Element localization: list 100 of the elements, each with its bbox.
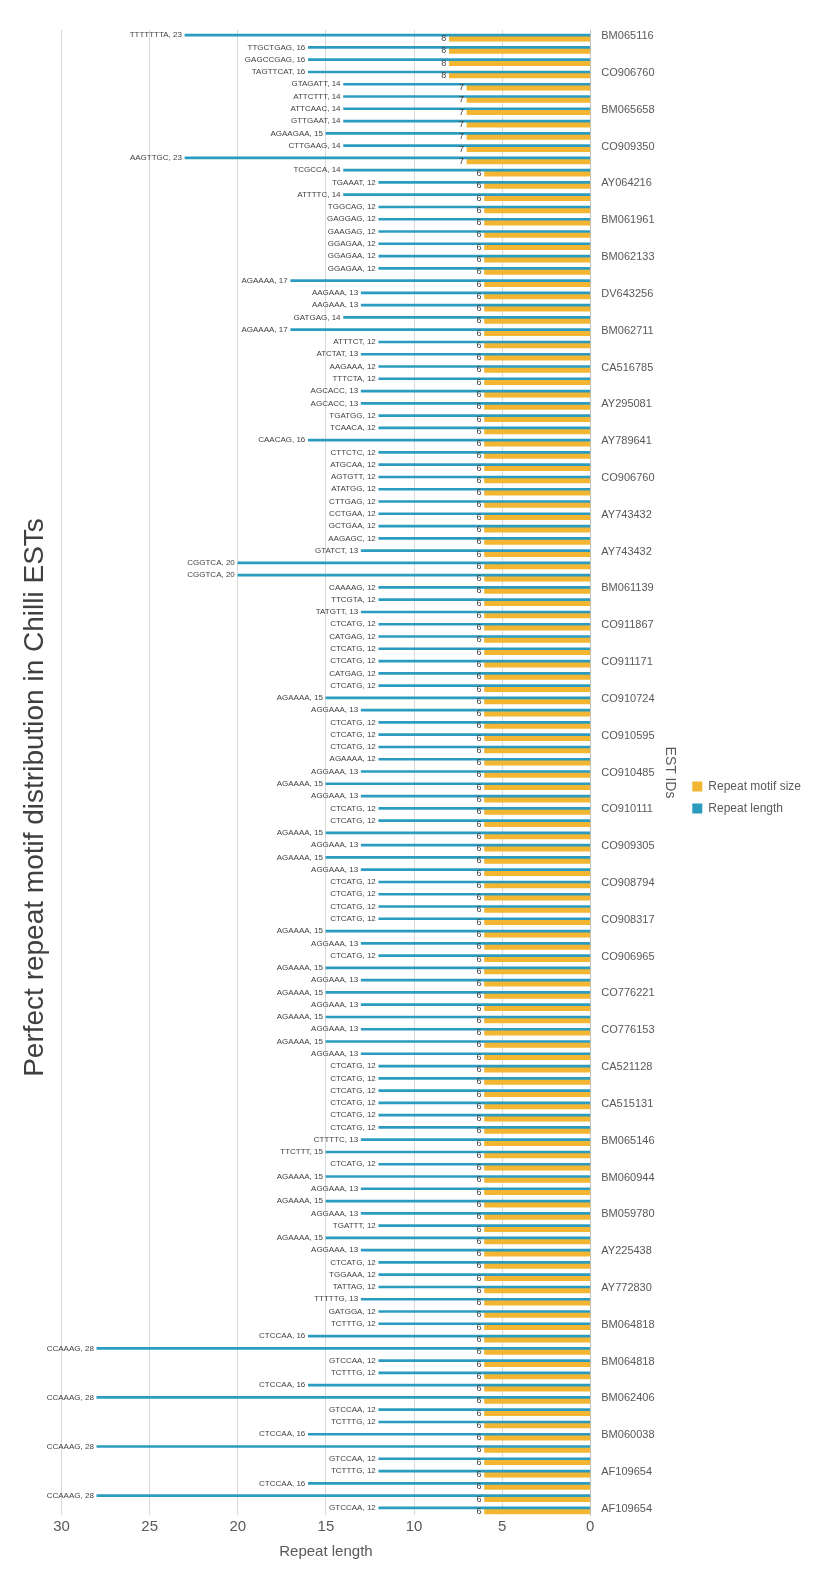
bar xyxy=(360,549,591,552)
data-label: CTCATG, 12 xyxy=(330,1073,377,1083)
data-label: GTCCAA, 12 xyxy=(329,1355,377,1365)
y-tick-label: BM065116 xyxy=(601,29,654,42)
data-label: 6 xyxy=(476,818,482,829)
data-label: 6 xyxy=(476,1064,482,1075)
y-tick-label: BM062711 xyxy=(601,323,654,336)
data-label: AAGAAA, 13 xyxy=(311,300,359,310)
data-label: CCAAAG, 28 xyxy=(46,1490,95,1500)
bar xyxy=(96,1346,591,1350)
y-axis-title: EST IDs xyxy=(663,746,680,799)
data-label: 6 xyxy=(476,794,482,805)
bar xyxy=(378,1126,591,1129)
bar xyxy=(360,941,591,945)
data-label: CTCATG, 12 xyxy=(330,950,377,960)
bar xyxy=(378,806,591,810)
bar xyxy=(360,352,591,356)
y-tick-label: AY772830 xyxy=(601,1280,652,1293)
data-label: 6 xyxy=(476,695,482,706)
data-label: CTTGAG, 12 xyxy=(329,496,377,506)
y-tick-label: BM060944 xyxy=(601,1170,655,1183)
data-label: CTCATG, 12 xyxy=(330,619,377,629)
text: Perfect repeat motif distribution in Chilli ESTs xyxy=(17,518,49,1077)
y-tick-label: BM062406 xyxy=(601,1391,655,1404)
data-label: TGGCAG, 12 xyxy=(327,202,377,212)
data-label: TATTAG, 12 xyxy=(332,1282,377,1292)
data-label: TCGCCA, 14 xyxy=(293,165,342,175)
bar xyxy=(378,1408,591,1412)
bar xyxy=(378,1359,591,1362)
bar xyxy=(343,107,591,111)
bar xyxy=(378,451,591,454)
data-label: 6 xyxy=(476,217,482,228)
data-label: 6 xyxy=(476,1137,482,1148)
data-label: 6 xyxy=(476,659,482,670)
data-label: 6 xyxy=(476,339,482,350)
y-tick-label: AY225438 xyxy=(601,1244,652,1257)
x-tick-label: 0 xyxy=(586,1517,595,1535)
y-tick-label: BM064818 xyxy=(601,1354,655,1367)
bar xyxy=(378,892,591,896)
data-label: 6 xyxy=(476,990,482,1001)
y-tick-label: CO906760 xyxy=(601,470,655,483)
data-label: AGTGTT, 12 xyxy=(330,472,377,482)
data-label: 6 xyxy=(476,1481,482,1492)
bar xyxy=(325,856,591,859)
data-label: GTCCAA, 12 xyxy=(329,1404,377,1414)
data-label: 7 xyxy=(458,106,464,117)
data-label: CTCATG, 12 xyxy=(330,901,377,911)
bar xyxy=(378,905,591,908)
data-label: AAGAAA, 13 xyxy=(311,288,359,298)
data-label: 6 xyxy=(476,830,482,841)
data-label: 6 xyxy=(476,1186,482,1197)
data-label: 6 xyxy=(476,978,482,989)
bar xyxy=(325,131,591,135)
data-label: CTCATG, 12 xyxy=(330,803,377,813)
data-label: AGGAAA, 13 xyxy=(311,766,359,776)
data-label: 6 xyxy=(476,1383,482,1394)
y-tick-label: CO910111 xyxy=(601,802,653,815)
data-label: 6 xyxy=(476,646,482,657)
y-tick-label: AY064216 xyxy=(601,176,652,189)
bar xyxy=(378,487,591,491)
data-label: AGGAAA, 13 xyxy=(311,1183,359,1193)
bar xyxy=(307,58,591,62)
y-tick-label: CO909350 xyxy=(601,139,655,152)
data-label: 6 xyxy=(476,585,482,596)
data-label: 6 xyxy=(476,1321,482,1332)
data-label: CTCATG, 12 xyxy=(330,913,377,923)
bar xyxy=(325,1175,591,1178)
data-label: AGAAAA, 15 xyxy=(276,1196,324,1206)
bar xyxy=(378,1261,591,1264)
bar xyxy=(378,1224,591,1227)
y-tick-label: BM062133 xyxy=(601,250,655,263)
data-label: AGCACC, 13 xyxy=(310,398,359,408)
data-label: 6 xyxy=(476,769,482,780)
data-label: 6 xyxy=(476,916,482,927)
y-tick-label: CO911171 xyxy=(601,655,653,668)
y-tick-label: CO909305 xyxy=(601,839,655,852)
data-label: AGAAGAA, 15 xyxy=(270,128,324,138)
data-label: 6 xyxy=(476,1162,482,1173)
data-label: GGAGAA, 12 xyxy=(327,251,377,261)
data-label: 6 xyxy=(476,732,482,743)
data-label: ATGCAA, 12 xyxy=(330,459,377,469)
data-label: 6 xyxy=(476,560,482,571)
data-label: AGAAAA, 15 xyxy=(276,1012,324,1022)
data-label: GATGAG, 14 xyxy=(293,312,342,322)
bar xyxy=(378,377,591,381)
bar xyxy=(378,1089,591,1092)
y-tick-label: CO908794 xyxy=(601,875,655,888)
data-label: 7 xyxy=(458,94,464,105)
data-label: 6 xyxy=(476,573,482,584)
bar xyxy=(360,1297,591,1301)
data-label: 7 xyxy=(458,155,464,166)
data-label: 6 xyxy=(476,1432,482,1443)
bar xyxy=(360,1052,591,1056)
data-label: 6 xyxy=(476,487,482,498)
data-label: CTCATG, 12 xyxy=(330,1098,377,1108)
data-label: AGGAAA, 13 xyxy=(311,938,359,948)
data-label: GTTGAAT, 14 xyxy=(290,116,342,126)
data-label: 6 xyxy=(476,867,482,878)
bar xyxy=(378,733,591,737)
data-label: 6 xyxy=(476,450,482,461)
